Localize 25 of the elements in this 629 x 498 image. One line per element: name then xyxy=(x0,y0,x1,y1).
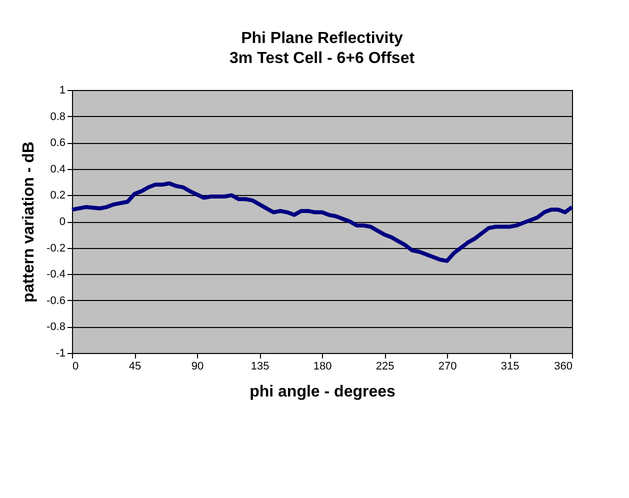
y-tick-label: -0.2 xyxy=(46,242,66,254)
x-tick-label: 135 xyxy=(250,360,270,372)
x-tick-label: 180 xyxy=(313,360,332,372)
y-tick-label: -1 xyxy=(56,348,66,360)
chart-title: Phi Plane Reflectivity xyxy=(241,30,404,47)
line-series xyxy=(70,181,574,263)
y-tick-label: 0.4 xyxy=(50,163,66,176)
y-tick-label: 1 xyxy=(59,84,66,96)
x-tick-label: 360 xyxy=(554,360,572,372)
x-tick-label: 270 xyxy=(438,360,457,372)
y-tick-label: 0.8 xyxy=(50,110,66,123)
y-axis-title: pattern variation - dB xyxy=(20,142,38,302)
x-tick-label: 0 xyxy=(72,360,79,372)
y-tick-label: 0 xyxy=(59,216,66,228)
x-tick-label: 225 xyxy=(376,360,394,372)
y-tick-label: -0.6 xyxy=(46,294,66,307)
x-tick-label: 90 xyxy=(191,360,204,372)
y-tick-label: 0.2 xyxy=(50,190,66,202)
x-tick-label: 45 xyxy=(128,360,142,372)
x-axis-title: phi angle - degrees xyxy=(250,384,396,400)
y-tick-label: -0.8 xyxy=(46,321,66,334)
chart-subtitle: 3m Test Cell - 6+6 Offset xyxy=(229,50,416,67)
y-tick-label: 0.6 xyxy=(50,137,66,150)
y-tick-label: -0.4 xyxy=(46,268,66,281)
x-tick-label: 315 xyxy=(500,360,520,372)
